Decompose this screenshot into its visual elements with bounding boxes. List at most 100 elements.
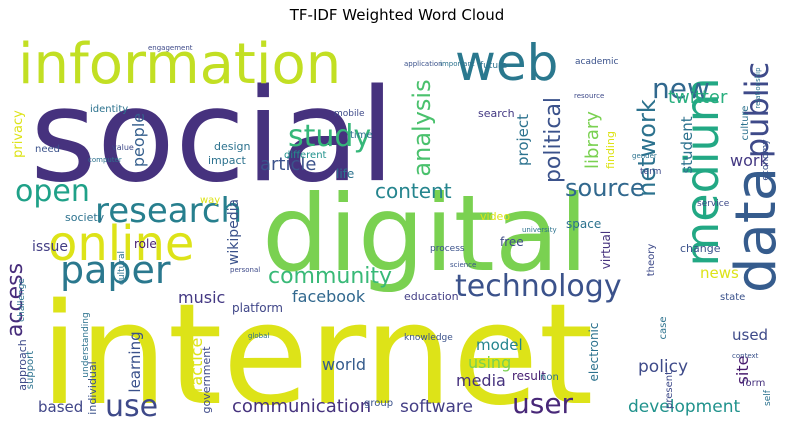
word-open: open [15, 174, 90, 209]
word-electronic: electronic [587, 323, 601, 382]
word-search: search [478, 107, 515, 120]
word-media: media [456, 371, 506, 390]
word-finding: finding [604, 131, 617, 169]
word-role: role [134, 237, 157, 251]
word-policy: policy [638, 357, 688, 377]
word-non: non [540, 372, 559, 383]
word-economy: economy [761, 139, 771, 181]
word-understanding: understanding [81, 312, 91, 377]
word-government: government [200, 346, 213, 414]
word-way: way [200, 195, 220, 206]
word-present: present [664, 371, 675, 409]
word-public: public [738, 62, 776, 158]
word-user: user [512, 387, 574, 420]
word-state: state [720, 292, 745, 303]
word-space: space [566, 217, 601, 231]
word-change: change [680, 242, 721, 255]
word-world: world [322, 355, 366, 374]
word-access: access [3, 263, 28, 337]
word-approach: approach [16, 339, 29, 391]
word-wikipedia: wikipedia [226, 199, 242, 265]
chart-title: TF-IDF Weighted Word Cloud [289, 6, 505, 24]
word-analysis: analysis [408, 79, 436, 176]
word-student: student [678, 116, 696, 173]
word-twitter: twitter [668, 87, 728, 108]
word-based: based [38, 398, 83, 416]
word-education: education [404, 290, 459, 303]
word-culture: culture [740, 106, 751, 141]
word-group: group [364, 398, 393, 409]
word-software: software [400, 397, 473, 417]
word-layer: socialinternetdigitalinformationdatamedi… [3, 32, 789, 427]
word-future: future [480, 61, 508, 71]
word-used: used [732, 326, 768, 344]
word-global: global [248, 332, 269, 340]
word-learning: learning [126, 331, 144, 392]
word-new: new [652, 72, 710, 105]
word-mobile: mobile [334, 109, 365, 119]
word-community: community [268, 264, 392, 289]
word-communication: communication [232, 396, 371, 417]
word-content: content [375, 179, 452, 203]
word-privacy: privacy [11, 110, 26, 158]
word-theory: theory [646, 244, 657, 277]
word-information: information [18, 32, 341, 97]
word-model: model [476, 336, 523, 354]
word-resource: resource [574, 92, 604, 100]
word-research: research [95, 191, 242, 231]
word-using: using [468, 353, 511, 372]
word-individual: individual [86, 361, 99, 414]
word-practice: practice [187, 338, 206, 403]
word-study: study [288, 119, 371, 154]
word-political: political [541, 97, 566, 183]
word-internet: internet [40, 274, 594, 427]
word-data: data [724, 167, 789, 293]
word-society: society [65, 211, 105, 224]
word-design: design [214, 140, 251, 153]
word-music: music [178, 288, 225, 307]
word-relationship: relationship [754, 67, 762, 109]
word-people: people [129, 113, 148, 167]
word-work: work [730, 151, 769, 170]
word-identity: identity [90, 104, 128, 115]
word-academic: academic [575, 57, 618, 67]
word-medium: medium [675, 77, 729, 266]
word-computer: computer [88, 156, 122, 164]
word-term: term [640, 167, 661, 177]
word-science: science [450, 261, 476, 269]
word-personal: personal [230, 266, 260, 274]
word-time: time [350, 130, 373, 141]
word-process: process [430, 244, 465, 254]
word-development: development [628, 397, 740, 417]
word-issue: issue [32, 239, 68, 255]
word-form: form [742, 378, 765, 389]
word-university: university [522, 226, 557, 234]
word-impact: impact [208, 154, 247, 167]
cloud-canvas [18, 30, 778, 420]
word-cultural: cultural [117, 251, 127, 285]
word-video: video [480, 210, 510, 223]
word-network: network [633, 99, 661, 197]
word-online: online [48, 216, 194, 272]
word-free: free [500, 235, 524, 249]
word-case: case [658, 317, 669, 340]
word-important: important [440, 60, 475, 68]
word-facebook: facebook [292, 287, 366, 306]
word-virtual: virtual [599, 231, 613, 269]
word-news: news [700, 264, 739, 282]
word-context: context [732, 352, 759, 360]
word-service: service [697, 199, 730, 209]
word-library: library [582, 111, 603, 169]
word-self: self [763, 389, 773, 406]
word-paper: paper [60, 248, 171, 292]
word-support: support [25, 351, 36, 389]
word-gender: gender [632, 152, 657, 160]
word-social: social [30, 62, 395, 211]
word-challenge: challenge [17, 278, 27, 322]
word-use: use [105, 389, 158, 424]
word-different: different [284, 150, 327, 161]
word-knowledge: knowledge [404, 333, 453, 343]
word-source: source [565, 174, 645, 202]
word-web: web [455, 34, 558, 92]
